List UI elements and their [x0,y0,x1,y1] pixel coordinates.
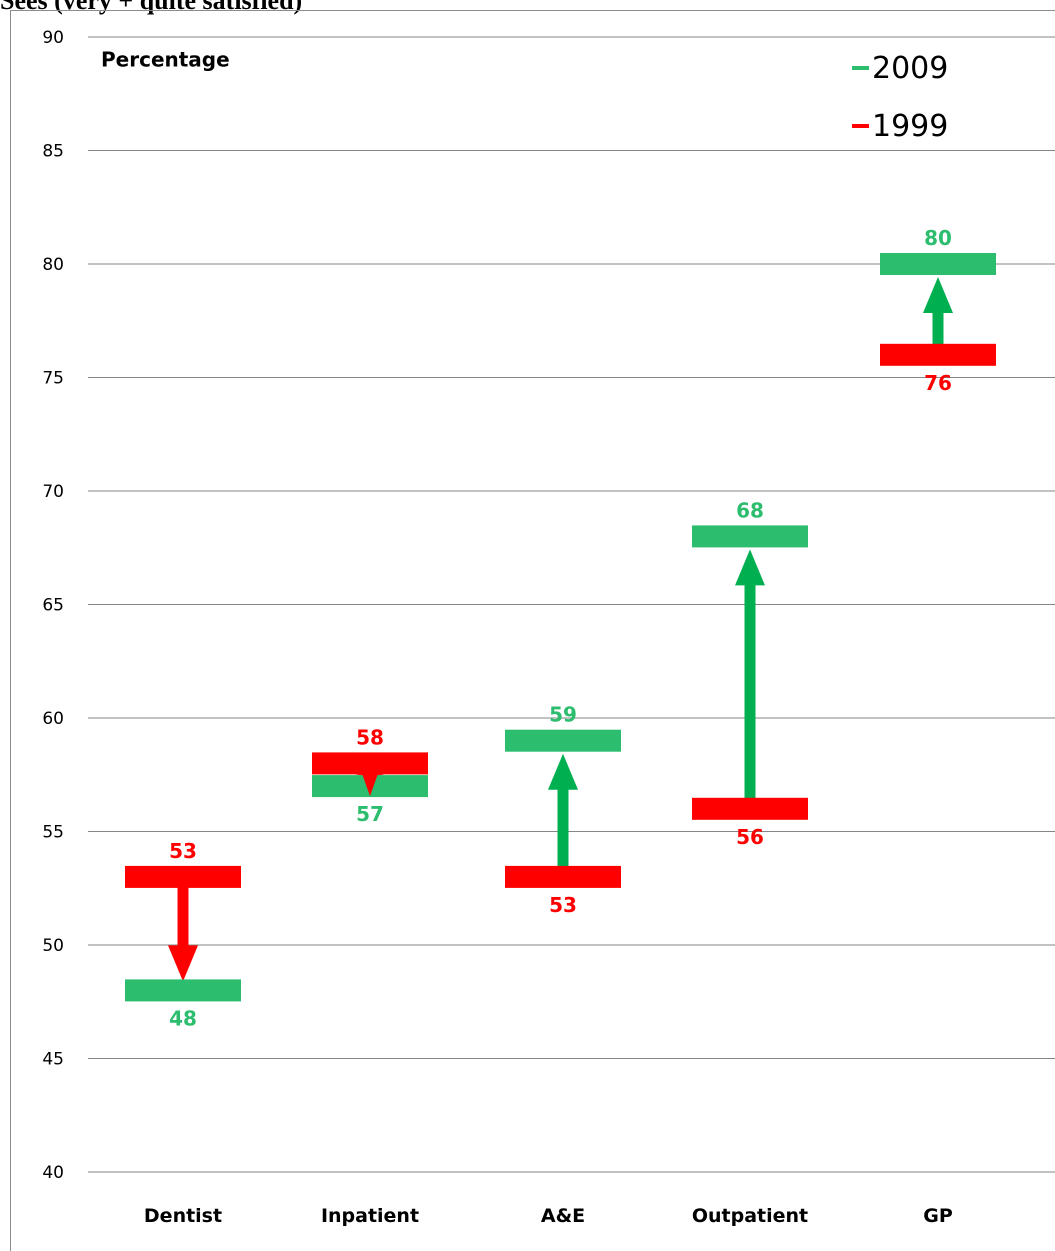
x-category-label: Dentist [144,1205,222,1227]
y-tick-label: 85 [42,142,64,162]
arrow-shaft [932,312,944,346]
data-label-1999: 58 [356,725,384,749]
arrow-shaft [744,584,756,800]
bar-2009 [880,253,996,275]
bar-2009 [692,525,808,548]
y-tick-label: 80 [42,255,64,275]
bar-2009 [125,979,241,1002]
data-label-1999: 76 [924,371,952,395]
legend-swatch [852,124,869,128]
arrow-head [735,549,765,586]
arrow-head [168,945,198,982]
x-category-label: Outpatient [692,1205,808,1227]
bar-1999 [880,343,996,366]
chart-caption: Sees (very + quite satisfied) [0,0,303,15]
bar-1999 [125,865,241,888]
arrow-shaft [177,885,189,947]
y-tick-label: 65 [42,596,64,616]
data-label-2009: 59 [549,703,577,727]
arrow-head [923,277,953,313]
data-label-2009: 68 [736,498,764,522]
bar-1999 [505,865,621,888]
arrow-head [357,759,383,797]
x-category-label: GP [923,1205,953,1227]
data-label-2009: 48 [169,1006,197,1030]
data-label-1999: 53 [549,893,577,917]
legend-swatch [852,66,869,70]
arrow-shaft [557,788,569,868]
legend-label: 2009 [872,51,948,86]
data-label-1999: 53 [169,839,197,863]
y-tick-label: 55 [42,823,64,843]
arrow-head [548,753,578,790]
y-tick-label: 50 [42,936,64,956]
chart-frame [10,10,1055,1251]
y-tick-label: 40 [42,1163,64,1183]
y-tick-label: 45 [42,1050,64,1070]
bar-2009 [505,729,621,752]
data-label-2009: 57 [356,802,384,826]
y-tick-label: 90 [42,28,64,48]
bar-1999 [692,797,808,820]
data-label-1999: 56 [736,825,764,849]
y-tick-label: 60 [42,709,64,729]
x-category-label: A&E [541,1205,585,1227]
data-label-2009: 80 [924,226,952,250]
y-axis-label: Percentage [101,48,230,72]
y-tick-label: 70 [42,482,64,502]
x-category-label: Inpatient [321,1205,419,1227]
y-tick-label: 75 [42,369,64,389]
legend-label: 1999 [872,109,948,144]
